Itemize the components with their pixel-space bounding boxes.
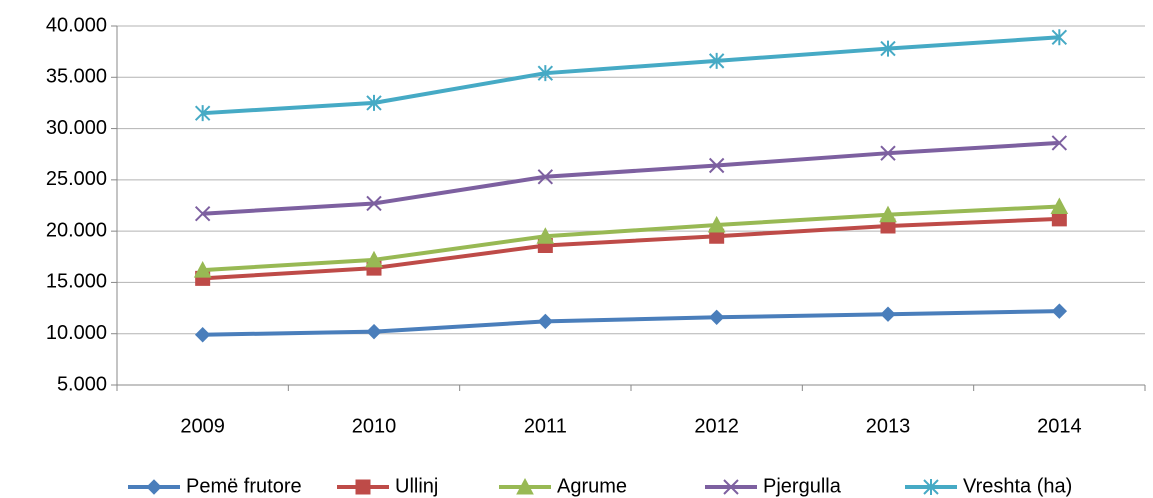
data-point: [537, 65, 554, 82]
data-point: [880, 306, 896, 322]
y-tick-label: 10.000: [46, 322, 107, 344]
series-line: [202, 309, 1060, 337]
legend-marker: [516, 477, 534, 495]
data-point: [708, 157, 725, 174]
data-point: [707, 215, 726, 233]
data-point: [193, 261, 212, 278]
y-tick-label: 15.000: [46, 271, 107, 293]
legend-label: Pemë frutore: [186, 475, 302, 497]
y-tick-label: 30.000: [46, 117, 107, 139]
x-tick-label: 2010: [352, 415, 397, 437]
series-line: [202, 35, 1060, 116]
data-point: [1050, 197, 1069, 215]
data-point: [1051, 29, 1068, 46]
legend-label: Agrume: [557, 475, 627, 497]
series-line: [202, 216, 1060, 281]
y-tick-label: 40.000: [46, 14, 107, 36]
y-tick-label: 35.000: [46, 66, 107, 88]
data-point: [537, 169, 554, 185]
series-line: [202, 204, 1060, 273]
series-line: [202, 140, 1060, 216]
data-point: [1051, 135, 1068, 151]
data-point: [880, 40, 896, 57]
legend-marker: [923, 479, 939, 495]
data-point: [536, 227, 555, 244]
legend-label: Ullinj: [395, 475, 438, 497]
data-point: [366, 323, 382, 340]
x-tick-label: 2013: [866, 415, 911, 437]
data-point: [365, 250, 383, 268]
data-point: [194, 327, 211, 343]
legend-marker: [355, 479, 371, 495]
legend-label: Vreshta (ha): [963, 475, 1072, 497]
x-tick-label: 2014: [1037, 415, 1082, 437]
data-point: [880, 145, 896, 161]
x-tick-label: 2009: [180, 415, 225, 437]
data-point: [194, 105, 211, 122]
y-tick-label: 20.000: [46, 219, 107, 241]
y-tick-label: 25.000: [46, 168, 107, 190]
legend-marker: [146, 479, 162, 495]
data-point: [708, 309, 725, 326]
data-point: [366, 195, 382, 212]
x-tick-label: 2011: [524, 415, 567, 437]
data-point: [1051, 303, 1068, 319]
y-tick-label: 5.000: [57, 373, 107, 395]
data-point: [879, 205, 897, 223]
data-point: [537, 313, 554, 330]
data-point: [366, 94, 382, 111]
x-tick-label: 2012: [694, 415, 739, 437]
data-point: [194, 205, 211, 222]
legend-label: Pjergulla: [763, 475, 842, 497]
legend-marker: [723, 479, 739, 495]
data-point: [708, 52, 725, 69]
